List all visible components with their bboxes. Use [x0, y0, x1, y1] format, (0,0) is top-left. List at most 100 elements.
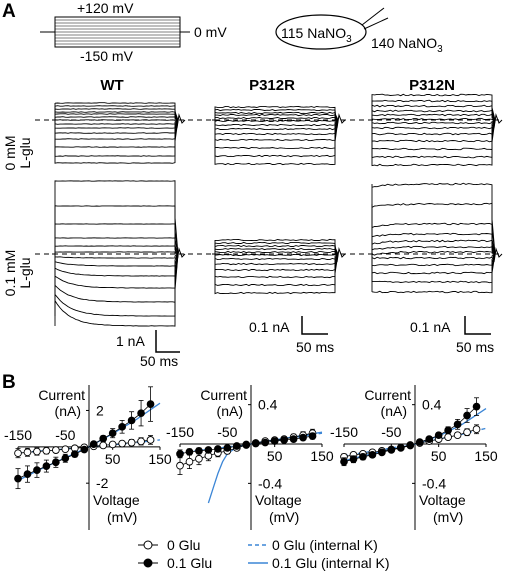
column-title-p312n: P312N [409, 77, 455, 94]
p312r-0mm-tail-artifact [334, 109, 346, 129]
x-axis-title: Voltage [93, 492, 140, 508]
wt-0mm-trace [52, 119, 179, 125]
protocol-hold-label: 0 mV [194, 24, 227, 40]
point-0-glu [33, 447, 41, 456]
point-0-glu [99, 441, 108, 450]
scale-bar-p312r: 0.1 nA 50 ms [249, 316, 334, 355]
p312n-01mm-tail-artifact [491, 243, 503, 263]
electrode-line-2 [363, 17, 389, 30]
point-01-glu [453, 420, 462, 429]
point-01-glu [23, 470, 32, 478]
x-axis-title: Voltage [255, 492, 302, 508]
p312r-0mm-trace [212, 119, 339, 123]
x-tick-label: 150 [474, 448, 498, 464]
panel-a-letter: A [2, 1, 16, 22]
y-tick-label: -0.4 [422, 475, 446, 491]
legend-label-0-glu: 0 Glu [167, 537, 200, 553]
point-01-glu [308, 432, 317, 440]
p312n-01mm-trace [369, 222, 496, 255]
p312r-0mm-trace [212, 119, 339, 131]
point-0-glu [42, 446, 51, 455]
x-axis-title-unit: (mV) [107, 509, 137, 525]
point-01-glu [396, 444, 405, 452]
y-axis-title: Current [38, 387, 85, 403]
y-tick-label: 0.4 [422, 397, 442, 413]
wt-01mm-trace [52, 205, 179, 255]
p312r-01mm-trace [212, 253, 339, 257]
wt-01mm-trace [52, 253, 179, 277]
row-label-0mm-line2: L-glu [17, 137, 33, 168]
p312r-0mm-trace [212, 119, 339, 127]
p312r-01mm-trace [212, 253, 339, 261]
p312r-0mm-trace [212, 116, 339, 121]
p312n-0mm-trace [369, 93, 496, 121]
y-axis-title: Current [200, 387, 247, 403]
p312r-01mm-trace [212, 253, 339, 272]
legend-0-glu-marker [143, 540, 153, 550]
scale-bar-p312r-current: 0.1 nA [249, 319, 290, 335]
point-01-glu [89, 440, 98, 448]
p312n-0mm-trace [369, 117, 496, 121]
scale-bar-wt: 1 nA 50 ms [116, 330, 180, 369]
p312n-01mm-trace [369, 253, 496, 260]
p312n-0mm-trace [369, 113, 496, 121]
scale-bar-wt-time: 50 ms [140, 353, 178, 369]
point-01-glu [359, 452, 367, 461]
point-0-glu [176, 461, 184, 470]
legend-label-01-glu: 0.1 Glu [167, 555, 212, 571]
point-0-glu [453, 431, 462, 440]
p312n-01mm-trace [369, 202, 496, 255]
x-tick-label: -50 [217, 424, 237, 440]
wt-01mm-trace [52, 253, 179, 267]
row-label-01mm-line2: L-glu [17, 257, 33, 288]
wt-01mm-trace [52, 253, 179, 289]
p312r-0mm-trace [212, 108, 339, 121]
point-01-glu [425, 435, 434, 443]
y-axis-title: Current [364, 387, 411, 403]
legend-label-0-glu-internal-k: 0 Glu (internal K) [272, 537, 378, 553]
p312r-0mm-trace [212, 119, 339, 166]
iv-chart-1: -150 -50 50 150 2 -2 Current(nA) Voltage(mV) [4, 385, 172, 530]
point-01-glu [340, 457, 348, 466]
point-01-glu [42, 462, 51, 470]
scale-bar-wt-lines [155, 330, 180, 353]
p312r-01mm-trace [212, 253, 339, 266]
panel-b-letter: B [2, 372, 16, 393]
p312n-01mm-trace [369, 232, 496, 255]
wt-0mm-tail-artifact [174, 109, 186, 129]
x-axis-title-unit: (mV) [433, 509, 463, 525]
x-tick-label: -50 [381, 424, 401, 440]
point-01-glu [195, 447, 203, 455]
point-0-glu [14, 449, 22, 458]
legend-item-0-glu-internal-k: 0 Glu (internal K) [248, 537, 378, 553]
legend-01-glu-marker [143, 558, 153, 568]
wt-01mm-trace [52, 245, 179, 255]
legend-item-01-glu: 0.1 Glu [138, 555, 212, 571]
point-01-glu [33, 466, 41, 474]
p312r-0mm-trace [212, 119, 339, 158]
point-01-glu [406, 441, 415, 450]
x-tick-label: 50 [105, 451, 121, 467]
point-01-glu [176, 450, 184, 458]
point-01-glu [415, 438, 424, 446]
voltage-protocol: +120 mV 0 mV -150 mV [40, 0, 227, 64]
p312n-01mm-trace [369, 253, 496, 284]
wt-0mm-trace [52, 119, 179, 140]
p312r-01mm-trace [212, 238, 339, 255]
point-01-glu [270, 437, 279, 445]
wt-0mm-trace [52, 116, 179, 121]
current-traces [35, 93, 503, 327]
p312r-01mm-tail-artifact [334, 243, 346, 263]
electrode-line-1 [361, 7, 385, 26]
point-0-glu [472, 425, 481, 434]
point-0-glu [463, 428, 471, 437]
wt-01mm-trace [52, 237, 179, 255]
point-01-glu [52, 458, 60, 467]
point-01-glu [127, 416, 136, 425]
point-0-glu [444, 433, 452, 441]
point-01-glu [387, 446, 396, 454]
x-axis-title: Voltage [419, 492, 466, 508]
x-tick-label: 150 [148, 451, 172, 467]
scale-bar-p312n-time: 50 ms [456, 339, 494, 355]
